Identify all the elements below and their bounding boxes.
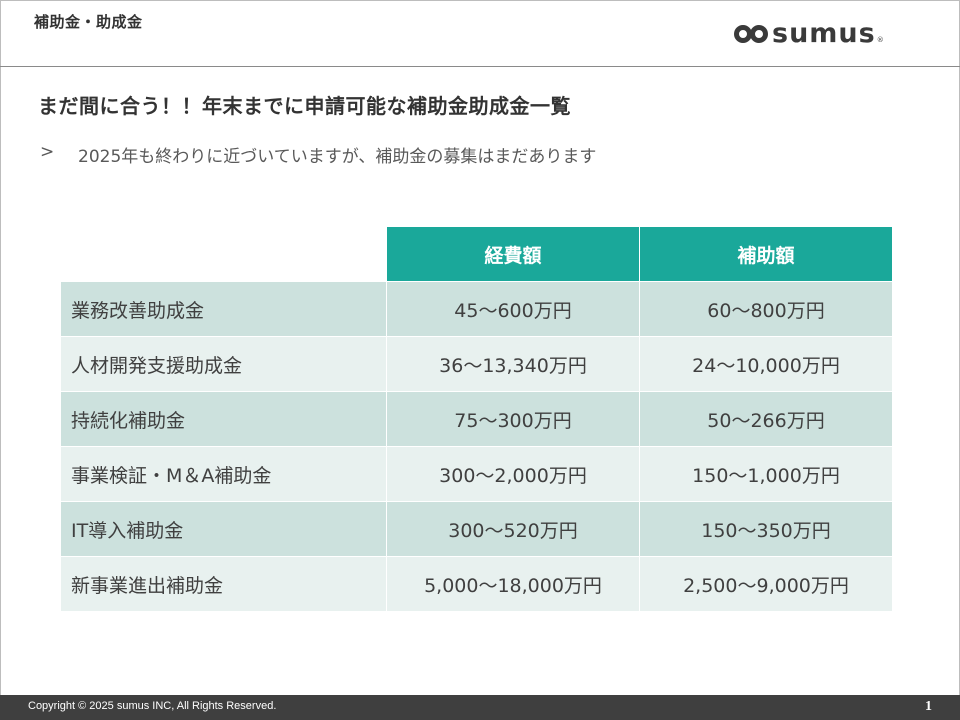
cost-value: 36～13,340万円 [386,336,640,392]
logo-ring-left [734,25,752,43]
table-row: 業務改善助成金 45～600万円 60～800万円 [60,281,893,337]
section-label: 補助金・助成金 [34,13,143,31]
subsidy-value: 50～266万円 [639,391,893,447]
subsidy-value: 150～1,000万円 [639,446,893,502]
header-subsidy: 補助額 [639,226,893,282]
table-row: IT導入補助金 300～520万円 150～350万円 [60,501,893,557]
grant-name: 人材開発支援助成金 [60,336,387,392]
page-title: まだ間に合う！！年末までに申請可能な補助金助成金一覧 [38,94,571,118]
subtitle: > 2025年も終わりに近づいていますが、補助金の募集はまだあります [40,142,596,167]
cost-value: 300～520万円 [386,501,640,557]
subtitle-text: 2025年も終わりに近づいていますが、補助金の募集はまだあります [78,147,597,167]
grant-name: 新事業進出補助金 [60,556,387,612]
copyright-text: Copyright © 2025 sumus INC, All Rights R… [28,700,277,712]
cost-value: 5,000～18,000万円 [386,556,640,612]
table-header-blank [60,226,387,282]
table-header-row: 経費額 補助額 [60,226,893,282]
grant-name: IT導入補助金 [60,501,387,557]
grant-name: 業務改善助成金 [60,281,387,337]
table-row: 事業検証・M＆A補助金 300～2,000万円 150～1,000万円 [60,446,893,502]
table-row: 人材開発支援助成金 36～13,340万円 24～10,000万円 [60,336,893,392]
page-number: 1 [925,699,932,714]
table-row: 新事業進出補助金 5,000～18,000万円 2,500～9,000万円 [60,556,893,612]
grants-table: 経費額 補助額 業務改善助成金 45～600万円 60～800万円 人材開発支援… [60,226,893,612]
logo-rings-icon [734,25,768,43]
header-cost: 経費額 [386,226,640,282]
slide-footer: Copyright © 2025 sumus INC, All Rights R… [0,695,960,720]
cost-value: 300～2,000万円 [386,446,640,502]
table-row: 持続化補助金 75～300万円 50～266万円 [60,391,893,447]
subtitle-marker: > [40,142,55,162]
registered-mark: ® [876,36,884,44]
logo-ring-right [750,25,768,43]
cost-value: 45～600万円 [386,281,640,337]
subsidy-value: 2,500～9,000万円 [639,556,893,612]
grant-name: 事業検証・M＆A補助金 [60,446,387,502]
sumus-logo: sumus ® [734,18,884,50]
subsidy-value: 60～800万円 [639,281,893,337]
subsidy-value: 24～10,000万円 [639,336,893,392]
grant-name: 持続化補助金 [60,391,387,447]
subsidy-value: 150～350万円 [639,501,893,557]
slide-header: 補助金・助成金 sumus ® [0,0,960,67]
logo-wordmark: sumus [772,18,876,49]
cost-value: 75～300万円 [386,391,640,447]
